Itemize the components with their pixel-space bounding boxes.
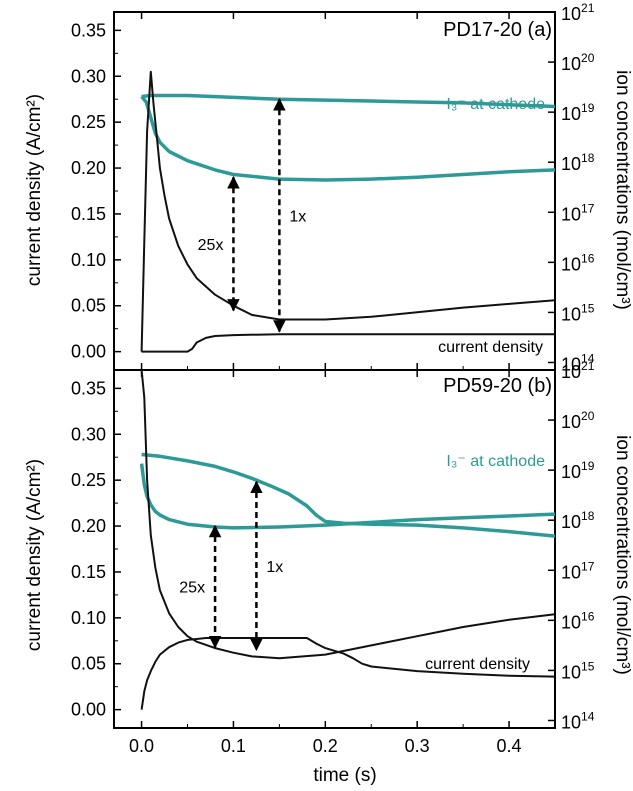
left-tick-label-a: 0.35 xyxy=(71,20,106,40)
plot-layer: 0.00 0.05 0.10 0.15 0.20 0.25 0.30 0.35 1014 1015… xyxy=(71,1,595,756)
right-tick-label-a: 1019 xyxy=(561,101,595,124)
ratio-label-b-0: 25x xyxy=(179,580,205,597)
x-tick-label: 0.2 xyxy=(313,736,338,756)
left-tick-label-a: 0.25 xyxy=(71,112,106,132)
left-tick-label-b: 0.15 xyxy=(71,562,106,582)
left-tick-label-b: 0.20 xyxy=(71,516,106,536)
right-tick-label-b: 1017 xyxy=(561,559,595,582)
right-tick-label-a: 1015 xyxy=(561,301,595,324)
left-tick-label-a: 0.20 xyxy=(71,158,106,178)
current-density-label-a: current density xyxy=(438,339,543,356)
x-tick-label: 0.0 xyxy=(129,736,154,756)
left-tick-label-b: 0.05 xyxy=(71,654,106,674)
left-tick-label-a: 0.10 xyxy=(71,250,106,270)
current-density-line-a-2 xyxy=(140,70,555,352)
ratio-label-a-0: 25x xyxy=(198,237,224,254)
left-tick-label-b: 0.25 xyxy=(71,470,106,490)
panel-label-b: PD59-20 (b) xyxy=(443,375,552,397)
right-tick-label-b: 1021 xyxy=(561,359,595,382)
i3-cathode-line-b-0 xyxy=(141,452,555,538)
current-density-line-b-3 xyxy=(140,637,555,710)
left-tick-label-a: 0.05 xyxy=(71,296,106,316)
right-tick-label-b: 1018 xyxy=(561,509,595,532)
right-tick-label-a: 1017 xyxy=(561,201,595,224)
right-tick-label-b: 1014 xyxy=(561,709,595,732)
ratio-label-b-1: 1x xyxy=(266,559,283,576)
i3-cathode-line-a-0 xyxy=(141,93,555,109)
x-axis-title: time (s) xyxy=(313,765,376,786)
current-density-line-a-3 xyxy=(141,333,555,353)
left-axis-title-b: current density (A/cm²) xyxy=(24,459,45,651)
x-tick-label: 0.3 xyxy=(405,736,430,756)
left-tick-label-b: 0.10 xyxy=(71,608,106,628)
left-tick-label-a: 0.15 xyxy=(71,204,106,224)
right-tick-label-b: 1020 xyxy=(561,409,595,432)
left-axis-title-a: current density (A/cm²) xyxy=(24,94,45,286)
i3-series-label-b: I₃⁻ at cathode xyxy=(446,453,545,470)
right-tick-label-b: 1015 xyxy=(561,659,595,682)
i3-cathode-line-a-1 xyxy=(140,95,555,182)
left-tick-label-b: 0.30 xyxy=(71,424,106,444)
current-density-label-b: current density xyxy=(425,656,530,673)
right-tick-label-a: 1016 xyxy=(561,251,595,274)
right-tick-label-a: 1014 xyxy=(561,351,595,374)
right-tick-label-a: 1020 xyxy=(561,51,595,74)
plot-frame-a xyxy=(113,11,556,371)
i3-cathode-line-b-1 xyxy=(139,463,555,530)
x-tick-label: 0.4 xyxy=(497,736,522,756)
right-axis-title-a: ion concentrations (mol/cm³) xyxy=(612,70,633,310)
right-tick-label-b: 1019 xyxy=(561,459,595,482)
x-tick-label: 0.1 xyxy=(221,736,246,756)
right-tick-label-a: 1021 xyxy=(561,1,595,24)
left-tick-label-a: 0.00 xyxy=(71,342,106,362)
panel-label-a: PD17-20 (a) xyxy=(443,19,552,41)
right-tick-label-a: 1018 xyxy=(561,151,595,174)
current-density-line-b-2 xyxy=(140,370,555,660)
left-tick-label-b: 0.35 xyxy=(71,378,106,398)
ratio-label-a-1: 1x xyxy=(289,208,306,225)
right-axis-title-b: ion concentrations (mol/cm³) xyxy=(612,435,633,675)
left-tick-label-b: 0.00 xyxy=(71,700,106,720)
right-tick-label-b: 1016 xyxy=(561,609,595,632)
left-tick-label-a: 0.30 xyxy=(71,66,106,86)
